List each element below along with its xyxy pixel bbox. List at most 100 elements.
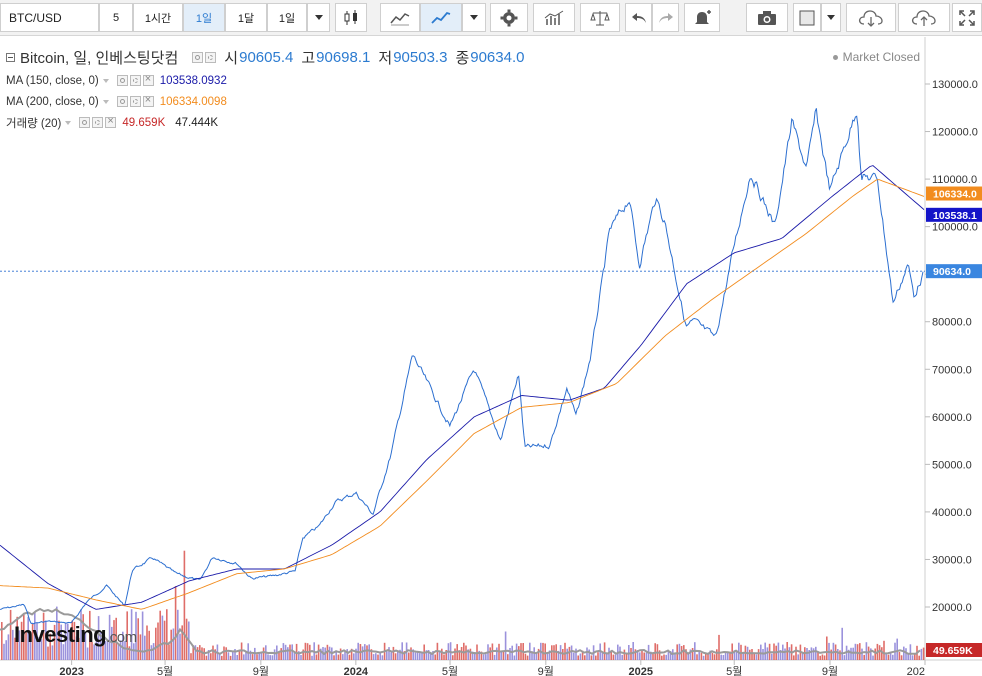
volume-bar	[573, 652, 575, 660]
volume-bar	[848, 649, 850, 660]
volume-bar	[419, 653, 421, 660]
y-tick-label: 50000.0	[932, 459, 972, 471]
volume-bar	[100, 632, 102, 660]
gear-icon[interactable]	[129, 75, 141, 86]
eye-icon[interactable]	[116, 75, 128, 86]
volume-bar	[344, 651, 346, 660]
alert-button[interactable]	[684, 3, 720, 32]
volume-bar	[788, 647, 791, 660]
x-tick-label: 2024	[344, 666, 369, 676]
volume-bar	[1, 622, 3, 660]
interval-1m-button[interactable]: 1달	[225, 3, 267, 32]
collapse-icon[interactable]	[6, 52, 15, 62]
volume-bar	[25, 631, 27, 660]
volume-bar	[735, 651, 738, 660]
x-tick-label: 5월	[442, 665, 458, 676]
volume-bar	[634, 649, 637, 660]
volume-bar	[293, 653, 296, 660]
eye-icon[interactable]	[79, 117, 91, 128]
price-badge-label: 49.659K	[933, 645, 973, 657]
interval-label: 1달	[237, 12, 255, 25]
volume-bar	[95, 641, 98, 660]
area-chart-button[interactable]	[380, 3, 420, 32]
volume-bar	[713, 654, 716, 660]
volume-bar	[271, 655, 274, 660]
eye-icon[interactable]	[116, 96, 128, 107]
close-icon[interactable]	[142, 73, 154, 86]
candlestick-button[interactable]	[335, 3, 367, 32]
volume-bar	[467, 649, 469, 660]
legend-ma200-row: MA (200, close, 0) 106334.0098	[6, 91, 524, 112]
volume-bar	[643, 652, 645, 660]
volume-bar	[126, 611, 128, 660]
volume-bar	[652, 653, 654, 660]
chart-type-dropdown[interactable]	[462, 3, 486, 32]
interval-1h-button[interactable]: 1시간	[133, 3, 183, 32]
interval-5-button[interactable]: 5	[99, 3, 133, 32]
volume-bar	[918, 655, 920, 660]
axis-badges: 106334.0 103538.1 90634.0 49.659K	[926, 186, 982, 657]
volume-bar	[441, 648, 443, 660]
price-badge-label: 106334.0	[933, 189, 977, 201]
legend-main-row: Bitcoin, 일, 인베스팅닷컴 시 90605.4 고 90698.1 저 90…	[6, 44, 524, 70]
low-value: 90503.3	[393, 48, 448, 66]
volume-bar	[238, 650, 241, 660]
color-dropdown[interactable]	[821, 3, 841, 32]
color-button[interactable]	[793, 3, 821, 32]
compare-button[interactable]	[580, 3, 620, 32]
volume-bar	[179, 633, 181, 660]
volume-bar	[720, 654, 722, 660]
volume-bar	[493, 654, 496, 660]
volume-bar	[194, 645, 197, 660]
volume-bar	[302, 649, 304, 660]
eye-icon[interactable]	[192, 51, 204, 63]
gear-icon[interactable]	[92, 117, 104, 128]
interval-extra-button[interactable]: 1일	[267, 3, 307, 32]
volume-bar	[372, 654, 375, 660]
volume-bar	[751, 649, 753, 660]
screenshot-button[interactable]	[746, 3, 788, 32]
dropdown-icon[interactable]	[102, 99, 109, 104]
ma150-line	[0, 165, 925, 610]
open-label: 시	[224, 49, 239, 67]
volume-bar	[843, 655, 846, 660]
volume-bar	[245, 652, 247, 660]
volume-bar	[295, 643, 298, 660]
volume-bar	[148, 630, 150, 660]
interval-dropdown-button[interactable]	[307, 3, 330, 32]
volume-bar	[621, 654, 623, 660]
fullscreen-button[interactable]	[952, 3, 982, 32]
close-icon[interactable]	[105, 115, 117, 128]
load-button[interactable]	[846, 3, 896, 32]
indicators-button[interactable]	[533, 3, 575, 32]
volume-bar	[570, 645, 573, 660]
dropdown-icon[interactable]	[65, 120, 72, 125]
undo-button[interactable]	[625, 3, 652, 32]
symbol-input[interactable]: BTC/USD	[0, 3, 99, 32]
price-chart[interactable]: 20000.0 30000.0 40000.0 50000.0 60000.0 70000…	[0, 37, 982, 676]
volume-bar	[718, 634, 720, 660]
interval-1d-button[interactable]: 1일	[183, 3, 225, 32]
volume-bar	[421, 652, 423, 660]
volume-bar	[89, 610, 91, 660]
line-chart-button[interactable]	[420, 3, 462, 32]
volume-bar	[839, 650, 841, 660]
gear-icon[interactable]	[129, 96, 141, 107]
gear-icon[interactable]	[205, 51, 217, 63]
y-tick-label: 30000.0	[932, 554, 972, 566]
volume-bar	[410, 647, 412, 660]
volume-bar	[722, 655, 725, 660]
volume-bar	[3, 643, 5, 660]
volume-bar	[91, 642, 93, 660]
volume-bar	[280, 648, 282, 660]
redo-button[interactable]	[652, 3, 679, 32]
close-icon[interactable]	[142, 94, 154, 107]
dropdown-icon[interactable]	[102, 78, 109, 83]
save-button[interactable]	[898, 3, 950, 32]
line-chart-icon	[431, 11, 451, 24]
volume-bar	[632, 642, 634, 660]
volume-bar	[911, 655, 914, 660]
settings-button[interactable]	[490, 3, 528, 32]
ma150-value: 103538.0932	[159, 74, 227, 87]
volume-bar	[636, 650, 639, 660]
